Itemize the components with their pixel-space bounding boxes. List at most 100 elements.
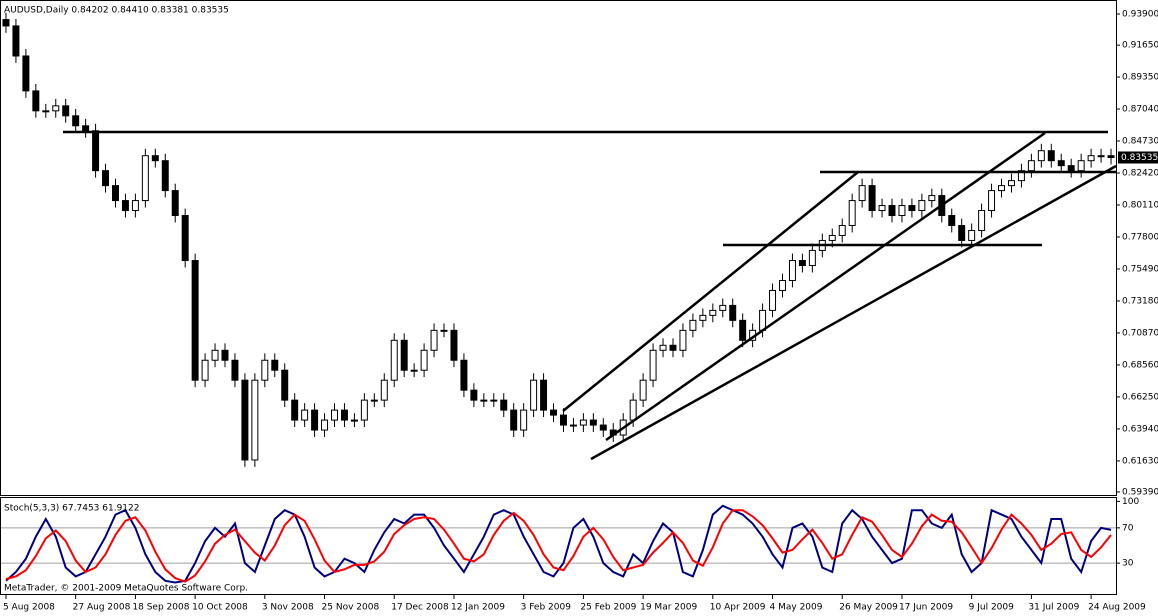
candle-body bbox=[92, 130, 100, 172]
candle-body bbox=[908, 205, 916, 212]
candle-body bbox=[360, 399, 368, 421]
candle-body bbox=[679, 329, 687, 351]
candle-body bbox=[559, 414, 567, 426]
y-tick-label: 0.66250 bbox=[1122, 392, 1158, 402]
candle-body bbox=[480, 399, 488, 402]
candle-body bbox=[1057, 160, 1065, 167]
candle-body bbox=[112, 185, 119, 202]
footer: MetaTrader, © 2001-2009 MetaQuotes Softw… bbox=[4, 584, 248, 594]
candle-body bbox=[550, 409, 558, 416]
candle-body bbox=[808, 249, 816, 267]
candle-body bbox=[659, 344, 667, 351]
candle-body bbox=[261, 359, 269, 381]
candle-body bbox=[1017, 170, 1025, 182]
candle-body bbox=[420, 349, 428, 371]
candle-body bbox=[689, 319, 697, 331]
candle-body bbox=[788, 260, 796, 281]
candle-body bbox=[131, 200, 139, 212]
candle-body bbox=[739, 319, 747, 341]
candle-body bbox=[62, 105, 70, 117]
candle-body bbox=[1047, 150, 1055, 162]
price-marker bbox=[1118, 151, 1158, 164]
candle-body bbox=[1067, 165, 1075, 172]
candle-body bbox=[868, 185, 876, 212]
candle-body bbox=[141, 155, 149, 202]
x-tick-label: 3 Nov 2008 bbox=[262, 603, 314, 613]
y-tick-label: 0.70870 bbox=[1122, 328, 1158, 338]
y-tick-label: 0.68560 bbox=[1122, 360, 1158, 370]
candle-body bbox=[500, 399, 508, 411]
candle-body bbox=[978, 210, 986, 231]
candle-body bbox=[430, 329, 438, 351]
candle-body bbox=[340, 409, 348, 421]
candle-body bbox=[968, 229, 976, 241]
candle-body bbox=[589, 419, 597, 426]
candle-body bbox=[858, 185, 866, 202]
candle-body bbox=[281, 369, 289, 401]
candle-body bbox=[211, 349, 219, 361]
drawings bbox=[63, 130, 1117, 461]
candle-body bbox=[321, 419, 329, 431]
y-tick-label: 30 bbox=[1122, 559, 1134, 569]
candle-body bbox=[171, 190, 179, 217]
candle-body bbox=[410, 369, 418, 372]
candle-body bbox=[32, 90, 40, 112]
candle-body bbox=[569, 424, 577, 427]
x-tick-label: 26 May 2009 bbox=[839, 603, 898, 613]
candle-body bbox=[649, 349, 657, 381]
stoch-frame bbox=[0, 497, 1117, 595]
x-tick-label: 4 May 2009 bbox=[770, 603, 823, 613]
candle-body bbox=[520, 409, 528, 431]
candle-body bbox=[151, 155, 159, 162]
candle-body bbox=[699, 314, 707, 321]
candle-body bbox=[42, 110, 50, 113]
x-tick-label: 19 Mar 2009 bbox=[640, 603, 697, 613]
candle-body bbox=[470, 389, 478, 401]
y-tick-label: 0.93900 bbox=[1122, 10, 1158, 20]
candle-body bbox=[350, 419, 358, 422]
candle-body bbox=[380, 379, 388, 401]
candle-body bbox=[669, 344, 677, 351]
y-tick-label: 0.87040 bbox=[1122, 105, 1158, 115]
candle-body bbox=[878, 205, 886, 212]
y-tick-label: 0.73180 bbox=[1122, 296, 1158, 306]
y-tick-label: 0.63940 bbox=[1122, 424, 1158, 434]
y-tick-label: 0.89350 bbox=[1122, 73, 1158, 83]
candle-body bbox=[311, 409, 319, 431]
candle-body bbox=[540, 379, 548, 411]
candle-body bbox=[400, 339, 408, 371]
candle-body bbox=[440, 329, 448, 332]
candle-body bbox=[848, 200, 856, 226]
candle-body bbox=[2, 19, 10, 27]
candle-body bbox=[530, 379, 538, 411]
x-tick-label: 25 Feb 2009 bbox=[580, 603, 636, 613]
candle-body bbox=[271, 359, 279, 371]
candle-body bbox=[1077, 160, 1085, 172]
candle-body bbox=[898, 205, 906, 217]
candle-body bbox=[121, 200, 129, 212]
y-tick-label: 100 bbox=[1122, 497, 1139, 507]
candle-body bbox=[948, 215, 956, 226]
x-tick-label: 9 Jul 2009 bbox=[969, 603, 1014, 613]
x-tick-label: 25 Nov 2008 bbox=[322, 603, 380, 613]
x-tick-label: 5 Aug 2008 bbox=[3, 603, 55, 613]
candle-body bbox=[1007, 180, 1015, 187]
y-tick-label: 0.59390 bbox=[1122, 487, 1158, 497]
candle-body bbox=[490, 399, 498, 402]
main-frame bbox=[0, 0, 1117, 496]
y-tick-label: 0.82420 bbox=[1122, 169, 1158, 179]
candle-body bbox=[709, 309, 717, 316]
x-tick-label: 17 Jun 2009 bbox=[899, 603, 953, 613]
candle-body bbox=[1097, 155, 1105, 158]
plot bbox=[1, 12, 1116, 584]
candle-body bbox=[1107, 155, 1115, 158]
candle-body bbox=[331, 409, 338, 421]
candle-body bbox=[102, 170, 110, 187]
chart-title: AUDUSD,Daily 0.84202 0.84410 0.83381 0.8… bbox=[4, 6, 229, 16]
trend-line bbox=[590, 164, 1117, 461]
candle-body bbox=[629, 399, 637, 421]
candle-body bbox=[231, 359, 239, 381]
candle-body bbox=[639, 379, 647, 401]
trend-line bbox=[562, 171, 859, 412]
candle-body bbox=[241, 379, 249, 461]
